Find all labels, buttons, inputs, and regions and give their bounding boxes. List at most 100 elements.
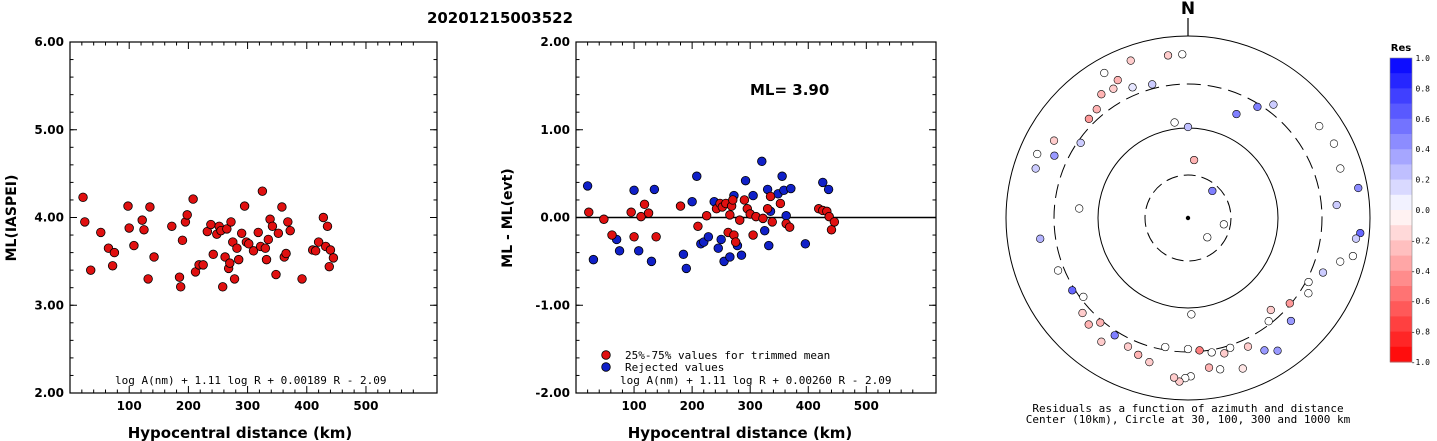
colorbar-cell [1390,179,1412,196]
trimmed-point [651,232,661,242]
rejected-point [703,232,714,242]
data-point [318,212,329,223]
rejected-point [818,177,828,188]
y-axis: -2.00 -1.00 0.00 1.00 2.00 [535,35,936,400]
station-point [1092,105,1101,114]
data-point [208,249,218,260]
station-point [1036,234,1045,243]
station-point [1286,316,1296,326]
rejected-point [823,184,834,195]
data-point [145,202,155,212]
x-tick-label: 500 [353,399,378,413]
colorbar-cell [1390,164,1412,181]
data-point [248,246,259,256]
station-point [1097,90,1106,99]
colorbar-cell [1390,286,1412,302]
station-point [1336,257,1345,266]
data-point [234,254,244,265]
station-point [1304,277,1313,287]
data-point [198,260,208,270]
data-point [124,223,134,233]
station-point [1348,251,1358,261]
data-point [218,282,228,292]
station-point [1050,151,1059,160]
colorbar-cell [1390,58,1412,74]
x-axis: 100 200 300 400 500 [587,42,914,413]
colorbar-cell [1390,118,1412,135]
rejected-point [777,171,787,181]
formula-text: log A(nm) + 1.11 log R + 0.00260 R - 2.0… [620,374,892,387]
rejected-point [713,243,723,253]
colorbar-cell [1390,255,1412,272]
trimmed-point [775,198,786,209]
station-point [1195,346,1204,355]
data-point [139,225,149,235]
rejected-point [687,197,697,207]
trimmed-point [784,222,795,232]
colorbar-cell [1390,270,1412,287]
colorbar-cell [1390,225,1412,241]
x-tick-label: 200 [176,399,201,413]
station-point [1100,68,1109,78]
colorbar-tick-label: 0.6 [1416,115,1431,124]
trimmed-point [765,191,776,202]
colorbar-tick-label: 1.0 [1416,54,1431,63]
data-point [137,215,147,225]
station-point [1096,318,1105,327]
rejected-point [736,250,747,260]
x-tick-label: 500 [854,399,879,413]
trimmed-point [748,230,758,240]
x-tick-label: 100 [117,399,142,413]
station-point [1260,346,1269,355]
colorbar-cell [1390,210,1412,226]
data-point [174,272,185,282]
rejected-point [740,175,751,186]
colorbar-cell [1390,103,1412,120]
colorbar-cells [1390,58,1412,363]
y-tick-label: 6.00 [34,35,64,49]
colorbar-tick-label: -1.0 [1411,358,1430,367]
x-tick-label: 100 [622,399,647,413]
colorbar-tick-label: -0.8 [1411,328,1430,337]
station-point [1079,292,1088,301]
station-point [1266,305,1275,315]
data-point [261,254,272,265]
station-point [1123,342,1133,351]
trimmed-point [629,232,639,242]
station-point [1033,149,1042,159]
station-point [1356,228,1365,238]
x-axis-label: Hypocentral distance (km) [128,424,353,441]
data-point [325,245,336,255]
formula-text: log A(nm) + 1.11 log R + 0.00189 R - 2.0… [115,374,387,387]
station-point [1148,80,1157,89]
data-point [220,252,230,262]
rejected-point [681,263,692,274]
station-point [1109,84,1118,93]
x-tick-label: 400 [294,399,319,413]
trimmed-point [730,237,741,247]
colorbar-cell [1390,331,1412,348]
data-point [310,246,321,256]
rejected-point [757,156,767,167]
colorbar-frame [1389,57,1413,363]
trimmed-point [725,210,735,220]
colorbar-cell [1390,240,1412,257]
colorbar-cell [1390,73,1412,89]
data-point [324,261,334,272]
colorbar-tick-label: -0.4 [1411,267,1430,276]
station-point [1126,56,1135,65]
x-tick-label: 200 [680,399,705,413]
station-point [1203,233,1212,242]
colorbar-cell [1390,149,1412,165]
center-dot [1185,215,1191,221]
trimmed-point [735,215,745,225]
station-point [1318,268,1328,277]
station-point [1078,308,1087,318]
y-tick-label: 0.00 [540,211,570,225]
station-point [1273,346,1282,355]
colorbar-tick-label: 0.2 [1416,176,1431,185]
data-point [206,219,216,230]
colorbar-cell [1390,194,1412,211]
station-point [1243,342,1253,351]
